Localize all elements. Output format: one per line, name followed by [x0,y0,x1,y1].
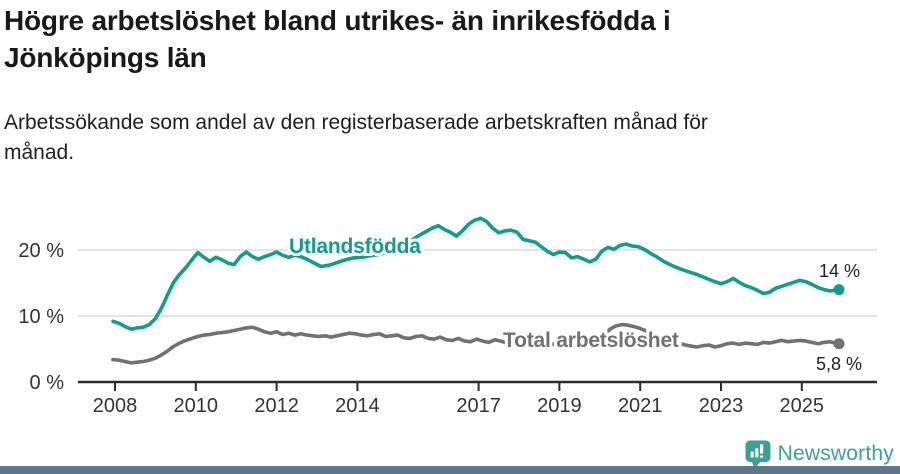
x-tick-label: 2017 [456,395,501,417]
total-line [111,322,841,365]
x-tick-label: 2025 [780,395,825,417]
newsworthy-logo-text: Newsworthy [777,442,894,465]
y-tick-label: 20 % [18,240,64,262]
x-tick-label: 2008 [93,395,138,417]
utlandsfodda-line [111,216,841,332]
newsworthy-logo[interactable]: Newsworthy [745,439,894,469]
chart-subtitle: Arbetssökande som andel av den registerb… [4,111,708,165]
x-tick-label: 2019 [537,395,582,417]
x-tick-label: 2010 [174,395,219,417]
chart-title: Högre arbetslöshet bland utrikes- än inr… [4,5,671,74]
utlandsfodda-value-label: 14 % [819,261,860,281]
utlandsfodda-series-label: Utlandsfödda [289,235,421,258]
y-tick-label: 10 % [18,306,64,328]
total-end-dot [833,338,845,350]
y-tick-label: 0 % [30,372,65,394]
total-value-label: 5,8 % [816,354,862,374]
x-tick-label: 2023 [699,395,744,417]
total-series-label: Total arbetslöshet [503,329,679,352]
footer-bar [0,466,900,474]
x-tick-label: 2012 [254,395,299,417]
x-tick-label: 2014 [335,395,380,417]
newsworthy-speech-bubble-bar-chart-icon [745,440,771,468]
utlandsfodda-end-dot [833,284,845,296]
x-tick-label: 2021 [618,395,663,417]
